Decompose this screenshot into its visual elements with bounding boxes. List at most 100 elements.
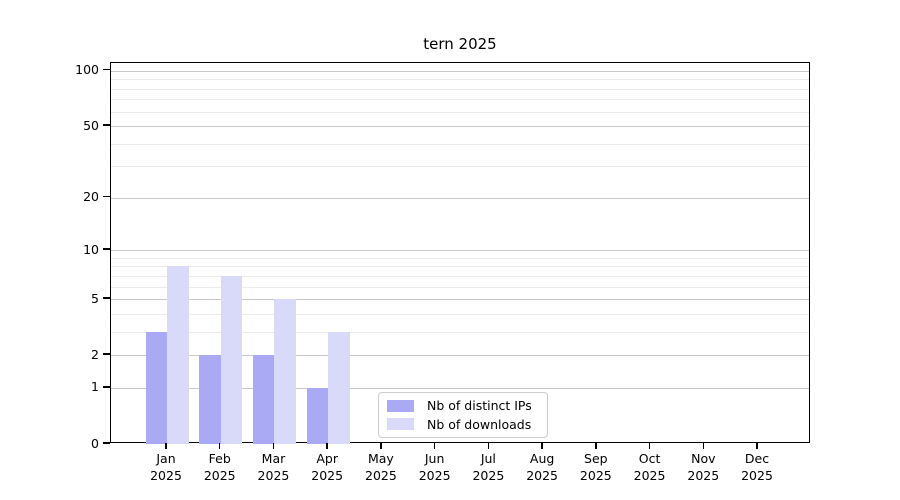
y-tick-label: 10: [83, 241, 99, 257]
x-tick-label: Feb 2025: [188, 451, 252, 484]
y-tick-label: 50: [83, 117, 99, 133]
x-tick-label: Jun 2025: [403, 451, 467, 484]
y-gridline-minor: [111, 111, 809, 113]
y-gridline-minor: [111, 313, 809, 315]
y-gridline-minor: [111, 79, 809, 81]
bar-downloads-apr: [328, 331, 350, 444]
x-tick-label: Jan 2025: [134, 451, 198, 484]
legend-label-downloads: Nb of downloads: [427, 416, 532, 432]
x-tick-mark: [326, 443, 328, 449]
y-tick-label: 0: [91, 435, 99, 451]
plot-area: [110, 62, 810, 444]
chart-title: tern 2025: [423, 35, 497, 53]
y-tick-mark: [103, 297, 110, 299]
y-gridline-major: [111, 387, 809, 389]
x-tick-label-month: Aug: [529, 451, 555, 466]
legend-swatch-distinct-ips: [387, 399, 414, 412]
y-gridline-minor: [111, 166, 809, 168]
y-gridline-major: [111, 355, 809, 357]
y-tick-label: 1: [91, 379, 99, 395]
x-tick-label-year: 2025: [472, 467, 505, 483]
x-tick-label: Apr 2025: [295, 451, 359, 484]
bar-downloads-feb: [220, 275, 243, 444]
x-tick-label-year: 2025: [418, 467, 451, 483]
y-tick-label: 100: [75, 62, 99, 78]
x-tick-label-month: Sep: [584, 451, 608, 466]
x-tick-label-month: Dec: [744, 451, 770, 466]
y-gridline-minor: [111, 286, 809, 288]
bar-distinct-ips-apr: [306, 387, 329, 444]
y-tick-mark: [103, 69, 110, 71]
y-tick-label: 20: [83, 189, 99, 205]
x-tick-label: Nov 2025: [671, 451, 735, 484]
x-tick-label-month: Mar: [261, 451, 286, 466]
x-tick-label: Sep 2025: [564, 451, 628, 484]
x-tick-label: Jul 2025: [456, 451, 520, 484]
x-tick-mark: [433, 443, 436, 449]
y-gridline-minor: [111, 88, 809, 90]
x-tick-label-year: 2025: [687, 467, 720, 483]
x-tick-label: Oct 2025: [618, 451, 682, 484]
x-tick-mark: [702, 443, 704, 449]
legend-item-distinct-ips: Nb of distinct IPs: [387, 397, 539, 414]
legend-label-distinct-ips: Nb of distinct IPs: [427, 398, 532, 414]
x-tick-label-year: 2025: [526, 467, 559, 483]
bar-distinct-ips-jan: [145, 331, 167, 444]
y-gridline-major: [111, 70, 809, 72]
x-tick-label-month: Jul: [480, 451, 496, 466]
x-tick-label-month: May: [367, 451, 394, 466]
legend-swatch-downloads: [387, 418, 414, 431]
y-tick-label: 2: [91, 346, 99, 362]
x-tick-mark: [648, 443, 651, 449]
x-tick-label: Mar 2025: [241, 451, 305, 484]
x-tick-label-month: Jan: [156, 451, 176, 466]
x-tick-label: May 2025: [349, 451, 413, 484]
x-tick-label-month: Oct: [638, 451, 661, 466]
y-tick-mark: [103, 196, 110, 198]
bar-distinct-ips-feb: [199, 355, 221, 444]
legend-item-downloads: Nb of downloads: [387, 416, 539, 433]
y-gridline-major: [111, 126, 809, 128]
x-tick-label-year: 2025: [365, 467, 397, 483]
x-tick-mark: [380, 443, 382, 449]
y-gridline-minor: [111, 143, 809, 145]
x-tick-mark: [756, 443, 758, 449]
y-gridline-minor: [111, 99, 809, 101]
y-gridline-minor: [111, 266, 809, 268]
bar-distinct-ips-mar: [252, 355, 275, 444]
x-tick-label-month: Nov: [691, 451, 716, 466]
x-tick-mark: [219, 443, 221, 449]
y-tick-label: 5: [91, 290, 99, 306]
x-tick-mark: [487, 443, 490, 449]
x-tick-label-year: 2025: [633, 467, 666, 483]
x-tick-mark: [272, 443, 275, 449]
y-tick-mark: [103, 124, 110, 126]
x-tick-label-year: 2025: [257, 467, 290, 483]
y-tick-mark: [103, 386, 110, 388]
x-tick-label: Dec 2025: [725, 451, 789, 484]
x-tick-label-month: Apr: [316, 451, 338, 466]
y-tick-mark: [103, 353, 110, 355]
x-tick-label-year: 2025: [203, 467, 236, 483]
y-gridline-minor: [111, 331, 809, 333]
x-tick-label-year: 2025: [150, 467, 182, 483]
bar-downloads-jan: [167, 266, 189, 444]
bar-downloads-mar: [274, 299, 296, 444]
y-gridline-major: [111, 299, 809, 301]
x-tick-label-month: Feb: [208, 451, 231, 466]
y-gridline-major: [111, 197, 809, 199]
y-tick-mark: [103, 248, 110, 250]
y-gridline-major: [111, 250, 809, 252]
x-tick-label-year: 2025: [579, 467, 612, 483]
x-tick-label-year: 2025: [741, 467, 773, 483]
y-tick-mark: [103, 442, 110, 444]
x-tick-label-year: 2025: [311, 467, 344, 483]
x-tick-label-month: Jun: [424, 451, 445, 466]
legend: Nb of distinct IPs Nb of downloads: [378, 392, 548, 438]
x-tick-mark: [541, 443, 543, 449]
y-gridline-minor: [111, 257, 809, 259]
x-tick-mark: [595, 443, 597, 449]
x-tick-label: Aug 2025: [510, 451, 574, 484]
x-tick-mark: [165, 443, 167, 449]
